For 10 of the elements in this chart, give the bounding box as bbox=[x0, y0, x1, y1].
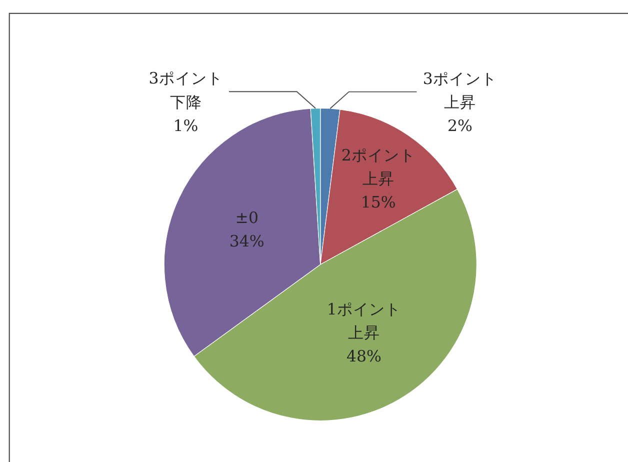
data-label: 48% bbox=[346, 346, 382, 366]
data-label: 34% bbox=[229, 232, 264, 251]
data-label: 1% bbox=[173, 116, 198, 135]
slice-label: 2ポイント上昇 bbox=[341, 146, 416, 188]
data-label: 15% bbox=[360, 192, 396, 212]
slice-label: ±0 bbox=[235, 208, 258, 227]
data-label: 2% bbox=[447, 116, 472, 136]
slice-label: 3ポイント下降 bbox=[148, 68, 223, 112]
slice-label: 3ポイント上昇 bbox=[422, 68, 497, 112]
slice-label: 1ポイント上昇 bbox=[326, 299, 401, 342]
